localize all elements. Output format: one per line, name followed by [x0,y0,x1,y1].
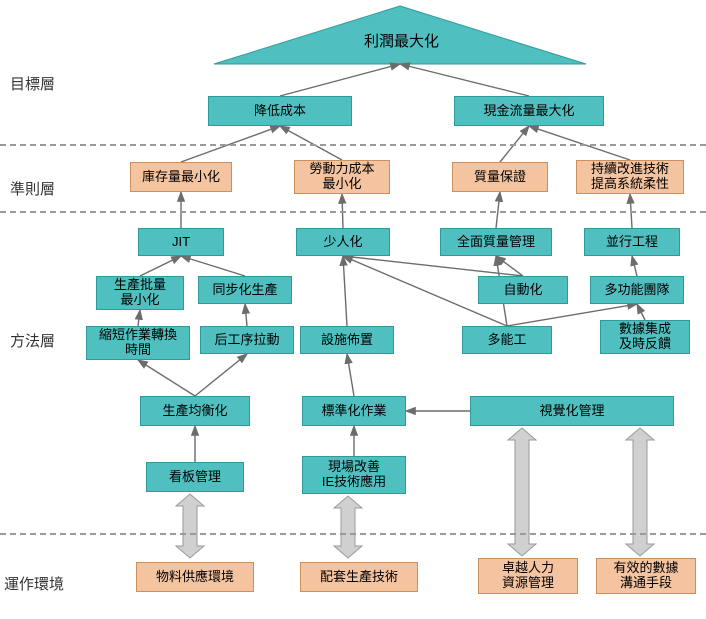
node-label: 質量保證 [474,170,526,185]
arrow [138,310,140,326]
node-lot-min: 生產批量最小化 [96,276,184,310]
node-label: 后工序拉動 [214,333,279,348]
node-visual: 視覺化管理 [470,396,674,426]
arrow [245,304,247,326]
arrow [496,192,500,228]
arrow [280,64,400,96]
node-heijunka: 生產均衡化 [140,396,250,426]
node-cash-flow: 現金流量最大化 [454,96,604,126]
double-arrow [508,428,536,556]
node-label: 現金流量最大化 [483,104,574,119]
node-label: 持續改進技術提高系統柔性 [591,162,669,192]
node-layout: 設施佈置 [300,326,394,354]
node-min-inv: 庫存量最小化 [130,162,232,192]
node-sync-prod: 同步化生產 [198,276,292,304]
node-label: 降低成本 [254,104,306,119]
node-label: 生產批量最小化 [114,278,166,308]
node-label: 現場改善IE技術應用 [322,460,386,490]
node-comm: 有效的數據溝通手段 [596,558,696,594]
node-std-work: 標準化作業 [302,396,406,426]
node-label: 庫存量最小化 [142,170,220,185]
arrow [632,256,637,276]
node-label: 生產均衡化 [162,404,227,419]
node-labor-min: 勞動力成本最小化 [294,160,390,194]
node-label: 看板管理 [169,470,221,485]
double-arrow [626,428,654,556]
double-arrow [176,494,204,558]
arrow [280,126,342,160]
arrow [400,64,529,96]
node-smed: 縮短作業轉換時間 [86,326,190,360]
node-reduce-cost: 降低成本 [208,96,352,126]
node-label: 少人化 [323,235,362,250]
node-mat-env: 物料供應環境 [136,562,254,592]
node-label: 設施佈置 [321,333,373,348]
node-label: 縮短作業轉換時間 [99,328,177,358]
node-label: 物料供應環境 [156,570,234,585]
node-multi-team: 多功能團隊 [590,276,684,304]
node-label: 配套生產技術 [320,570,398,585]
node-label: 有效的數據溝通手段 [613,561,678,591]
node-label: 多能工 [487,333,526,348]
node-prod-tech: 配套生產技術 [300,562,418,592]
apex-label: 利潤最大化 [364,30,439,51]
arrow [637,304,645,320]
node-less-people: 少人化 [296,228,390,256]
node-kaizen: 現場改善IE技術應用 [302,456,406,494]
node-data-int: 數據集成及時反饋 [600,320,690,354]
node-quality: 質量保證 [452,162,548,192]
node-label: 視覺化管理 [539,404,604,419]
node-label: 同步化生產 [212,283,277,298]
node-tqm: 全面質量管理 [440,228,552,256]
arrow [140,256,181,276]
node-automation: 自動化 [478,276,568,304]
node-jit: JIT [138,228,224,256]
node-hr-mgmt: 卓越人力資源管理 [478,558,578,594]
arrow [343,256,347,326]
arrow [529,126,630,160]
arrow [138,360,195,396]
arrow [347,354,354,396]
section-divider [0,533,706,535]
arrow [181,256,245,276]
node-label: 卓越人力資源管理 [502,561,554,591]
node-label: 數據集成及時反饋 [619,322,671,352]
node-label: 勞動力成本最小化 [309,162,374,192]
node-label: JIT [172,235,190,250]
node-multi-skill: 多能工 [462,326,552,354]
section-divider [0,211,706,213]
node-pull: 后工序拉動 [200,326,294,354]
node-label: 並行工程 [606,235,658,250]
node-label: 全面質量管理 [457,235,535,250]
node-label: 標準化作業 [321,404,386,419]
node-kanban: 看板管理 [146,462,244,492]
node-concurrent: 並行工程 [584,228,680,256]
node-label: 多功能團隊 [604,283,669,298]
double-arrow [334,496,362,558]
arrow [195,354,247,396]
node-cont-imp: 持續改進技術提高系統柔性 [576,160,684,194]
section-divider [0,144,706,146]
node-label: 自動化 [503,283,542,298]
